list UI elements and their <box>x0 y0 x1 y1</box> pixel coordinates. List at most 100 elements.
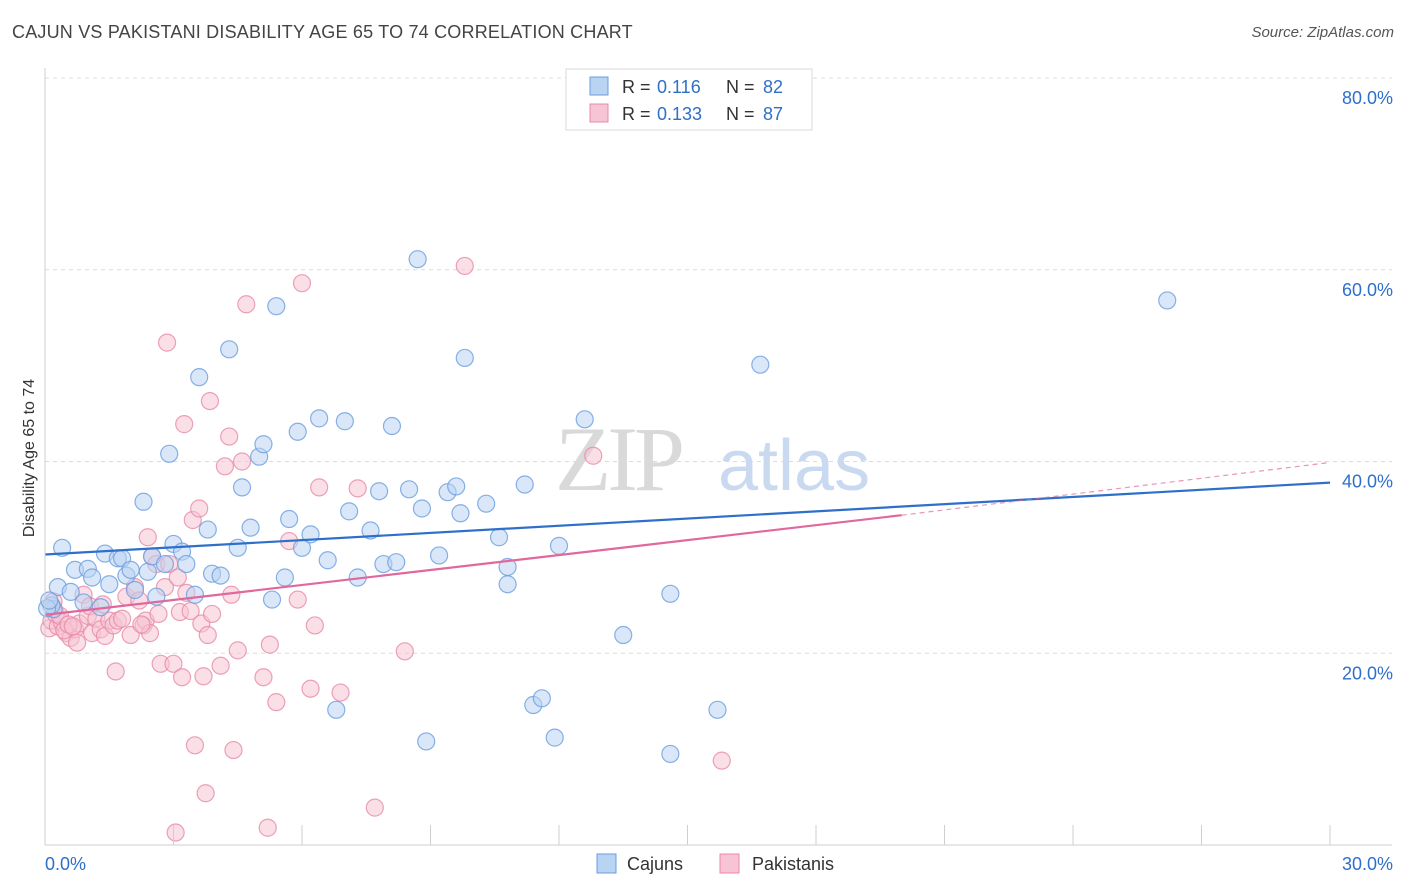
pakistani-point <box>288 590 307 609</box>
points-layer <box>38 250 1177 842</box>
cajun-point <box>177 554 196 574</box>
legend-r-label: R = <box>622 77 651 97</box>
legend-swatch-pakistanis <box>589 103 609 123</box>
pakistani-point <box>267 693 286 712</box>
cajun-point <box>477 494 496 513</box>
pakistani-point <box>166 823 185 842</box>
cajun-point <box>74 593 93 612</box>
pakistani-point <box>175 415 194 434</box>
cajun-point <box>408 250 427 269</box>
pakistani-point <box>254 668 273 687</box>
legend-n-label: N = <box>726 104 755 124</box>
bottom-legend-swatch-cajuns <box>596 853 617 874</box>
legend-n-value: 82 <box>763 77 783 97</box>
cajun-point <box>455 348 474 368</box>
cajun-point <box>532 689 551 708</box>
cajun-point <box>155 554 175 574</box>
x-tick-label-min: 0.0% <box>45 854 86 874</box>
pakistani-point <box>348 479 367 498</box>
legend-r-value: 0.133 <box>657 104 702 124</box>
pakistani-point <box>301 679 320 698</box>
y-tick-label: 80.0% <box>1342 88 1393 108</box>
pakistani-point <box>149 604 168 624</box>
bottom-legend-label-pakistanis: Pakistanis <box>752 854 834 874</box>
cajun-point <box>121 560 140 579</box>
pakistani-point <box>232 452 252 471</box>
cajun-point <box>545 728 564 747</box>
cajun-point <box>447 477 466 496</box>
cajun-point <box>275 568 294 587</box>
cajun-point <box>614 625 633 645</box>
pakistani-point <box>365 798 384 817</box>
pakistani-point <box>194 667 213 686</box>
pakistani-point <box>202 604 222 624</box>
cajun-point <box>267 297 286 316</box>
pakistani-trend-line <box>44 514 902 616</box>
cajun-point <box>412 499 432 518</box>
cajun-point <box>451 504 470 523</box>
cajun-point <box>382 416 402 436</box>
pakistani-point <box>196 784 215 803</box>
pakistani-point <box>258 818 277 837</box>
pakistani-point <box>138 528 157 547</box>
grid-layer <box>45 77 1392 654</box>
pakistani-point <box>168 568 187 587</box>
cajun-point <box>661 584 680 603</box>
cajun-point <box>661 744 680 764</box>
cajun-point <box>125 580 145 600</box>
cajun-point <box>399 480 419 499</box>
cajun-point <box>335 412 354 431</box>
y-axis-label: Disability Age 65 to 74 <box>21 379 38 537</box>
legend-r-value: 0.116 <box>657 77 701 97</box>
pakistani-point <box>220 427 239 446</box>
y-tick-label: 40.0% <box>1342 472 1393 492</box>
pakistani-point <box>712 751 731 770</box>
pakistani-point <box>200 391 220 411</box>
cajun-point <box>228 538 247 557</box>
pakistani-point <box>310 478 329 497</box>
cajun-point <box>751 355 770 374</box>
pakistani-point <box>395 642 414 661</box>
cajun-point <box>61 582 80 601</box>
legend-n-value: 87 <box>763 104 783 124</box>
legend-layer: R = 0.116 N = 82 R = 0.133 N = 87 Cajuns Paki… <box>565 68 834 874</box>
cajun-point <box>185 585 205 604</box>
pakistani-point <box>157 333 177 352</box>
bottom-legend-label-cajuns: Cajuns <box>627 854 683 874</box>
y-tick-label: 60.0% <box>1342 280 1393 300</box>
trend-layer <box>44 461 1331 616</box>
pakistani-point <box>331 683 350 702</box>
cajun-point <box>417 732 436 751</box>
pakistani-point <box>106 662 125 681</box>
cajun-point <box>310 409 329 428</box>
cajun-point <box>549 536 569 555</box>
cajun-point <box>515 475 534 494</box>
cajun-point <box>1158 291 1177 310</box>
cajun-point <box>160 444 179 463</box>
pakistani-point <box>215 457 234 476</box>
watermark-atlas: atlas <box>718 426 870 506</box>
cajun-point <box>387 553 406 572</box>
cajun-point <box>327 700 346 719</box>
cajun-point <box>288 422 307 441</box>
cajun-point <box>370 482 389 501</box>
pakistani-point <box>185 736 205 755</box>
cajun-point <box>318 551 337 570</box>
cajun-point <box>262 590 282 609</box>
pakistani-point <box>237 295 256 314</box>
cajun-point <box>254 435 273 454</box>
cajun-point <box>498 575 517 594</box>
watermark-zip: ZIP <box>555 408 682 510</box>
pakistani-point <box>63 617 82 636</box>
pakistani-point <box>305 616 324 635</box>
cajun-point <box>138 562 157 581</box>
pakistani-point <box>172 668 192 687</box>
cajun-point <box>489 528 509 547</box>
pakistani-point <box>224 740 243 760</box>
pakistani-point <box>190 499 209 518</box>
cajun-trend-line <box>44 481 1331 556</box>
cajun-point <box>280 509 299 529</box>
legend-n-label: N = <box>726 77 755 97</box>
axis-layer: 20.0% 40.0% 60.0% 80.0% 0.0% 30.0% Disability … <box>21 68 1393 874</box>
